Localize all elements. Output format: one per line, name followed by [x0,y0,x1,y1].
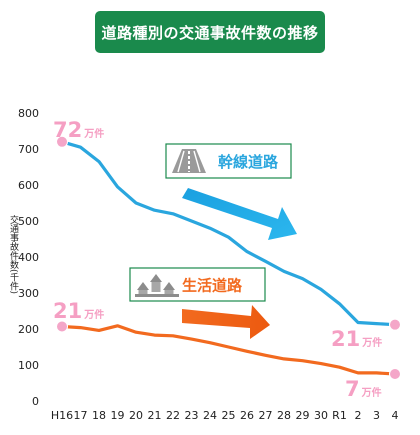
x-tick-label: 29 [296,409,310,422]
house-body [151,282,161,292]
series-line [60,324,397,376]
data-point [56,320,68,333]
road-edge-mark [177,150,185,173]
road-edge-mark [193,150,201,173]
x-tick-label: 30 [314,409,328,422]
y-tick-label: 700 [18,143,39,156]
series-label: 生活道路 [182,277,243,295]
residential-houses-icon [137,282,149,290]
chart-title: 道路種別の交通事故件数の推移 [95,11,325,53]
x-tick-label: 21 [148,409,162,422]
x-tick-label: R1 [332,409,347,422]
x-tick-label: 26 [240,409,254,422]
x-tick-label: 22 [166,409,180,422]
residential-houses-icon [150,274,162,282]
y-tick-label: 400 [18,251,39,264]
y-tick-label: 500 [18,215,39,228]
x-tick-label: 23 [185,409,199,422]
y-tick-label: 100 [18,359,39,372]
ground-line [135,294,179,297]
house-body [138,290,148,296]
x-tick-label: 27 [259,409,273,422]
data-label: 21 万件 [331,327,382,351]
house-body [164,290,174,296]
data-label: 72 万件 [53,118,104,142]
series-label: 幹線道路 [218,153,279,171]
x-tick-label: 3 [373,409,380,422]
data-label: 7 万件 [345,377,382,401]
x-tick-label: H16 [51,409,73,422]
trend-arrow-down [182,188,297,240]
series-line [60,140,397,327]
trend-arrow-down [182,305,270,339]
y-tick-label: 800 [18,107,39,120]
x-tick-label: 28 [277,409,291,422]
y-axis-label: 交通事故件数(千件) [8,215,18,295]
residential-houses-icon [163,282,175,290]
y-tick-label: 300 [18,287,39,300]
x-tick-label: 18 [92,409,106,422]
x-tick-label: 25 [222,409,236,422]
data-point [389,368,401,380]
x-tick-label: 20 [129,409,143,422]
x-tick-label: 17 [74,409,88,422]
x-tick-label: 24 [203,409,217,422]
x-tick-label: 19 [111,409,125,422]
y-tick-label: 600 [18,179,39,192]
data-label: 21 万件 [53,299,104,323]
data-point [56,135,68,148]
x-tick-label: 4 [392,409,399,422]
y-tick-label: 0 [32,395,39,408]
y-tick-label: 200 [18,323,39,336]
x-tick-label: 2 [355,409,362,422]
data-point [389,318,401,331]
